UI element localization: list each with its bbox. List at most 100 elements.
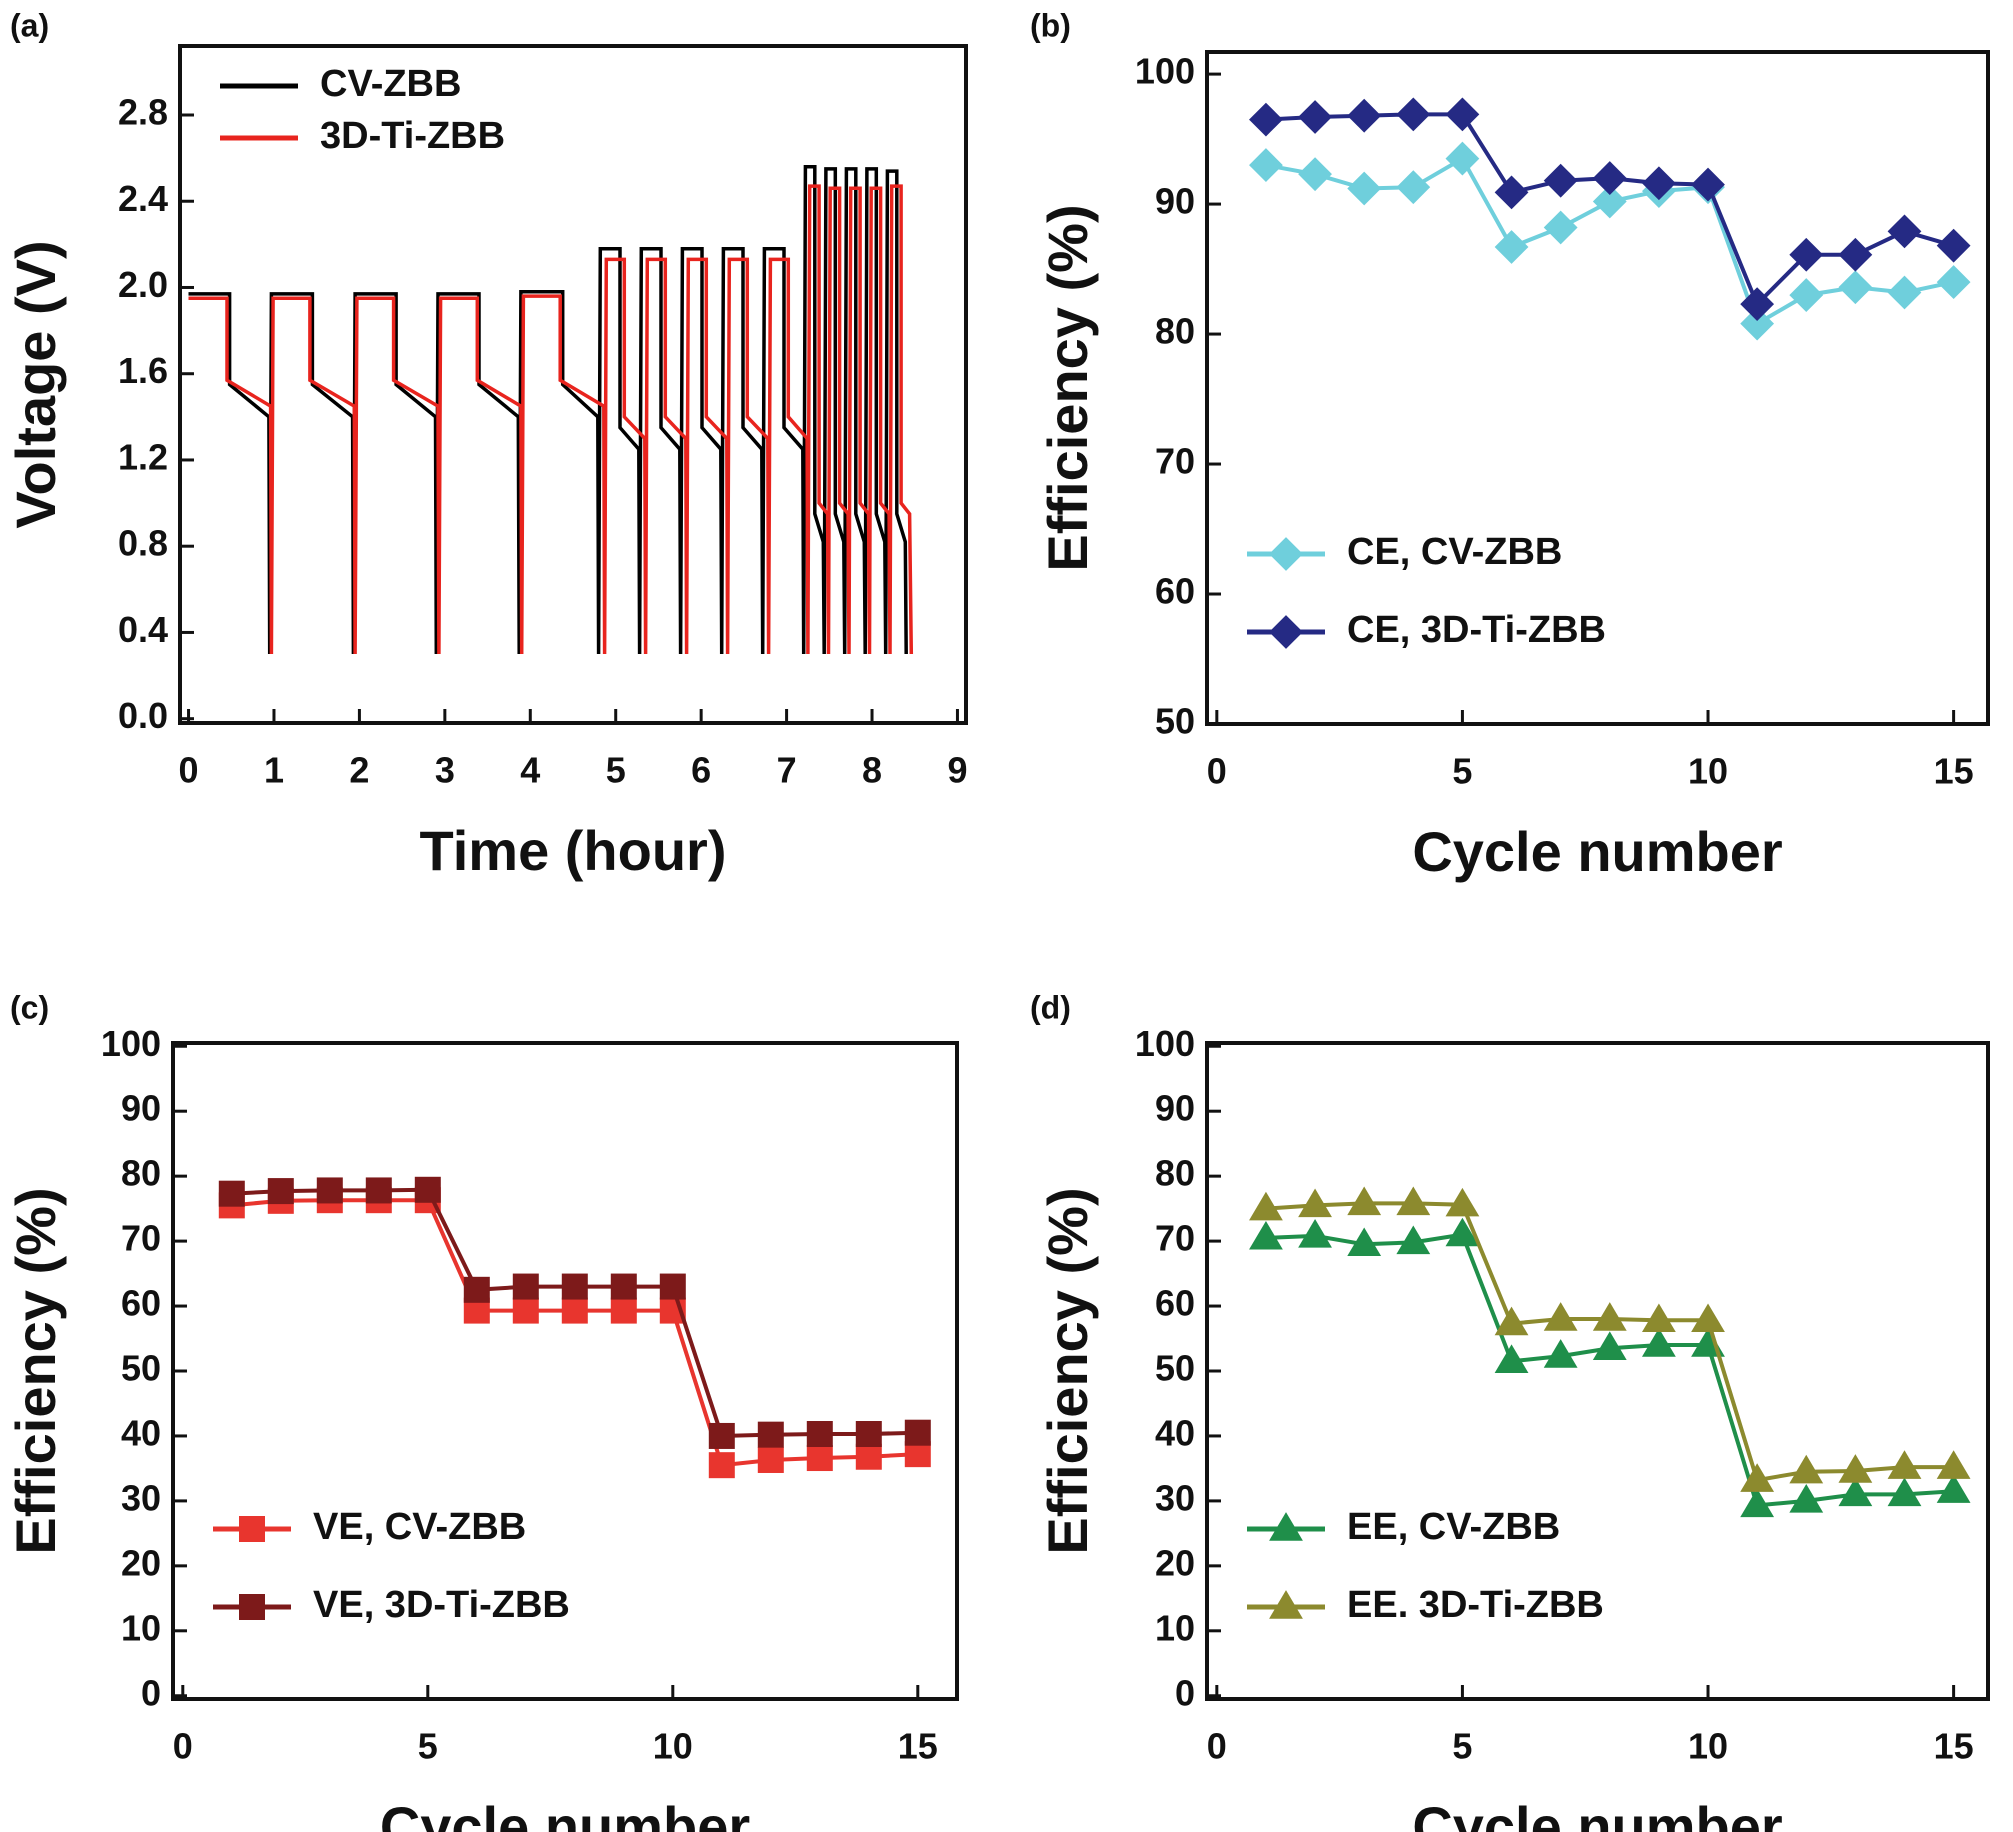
y-tick-label: 70 — [1155, 441, 1195, 482]
x-tick-label: 15 — [1934, 751, 1974, 792]
plot-frame — [1205, 1041, 1990, 1701]
x-tick-label: 10 — [1688, 1726, 1728, 1767]
marker — [1396, 1225, 1431, 1255]
y-tick-label: 0.4 — [118, 609, 168, 650]
x-axis-title: Time (hour) — [420, 819, 727, 882]
y-tick-label: 90 — [121, 1088, 161, 1129]
legend-label: EE, CV-ZBB — [1347, 1506, 1560, 1548]
marker — [1691, 167, 1725, 202]
y-tick-label: 60 — [121, 1283, 161, 1324]
y-tick-label: 80 — [121, 1153, 161, 1194]
marker — [1592, 1302, 1627, 1331]
y-tick-label: 100 — [101, 1023, 161, 1064]
x-tick-label: 5 — [1452, 751, 1472, 792]
marker — [1740, 1488, 1775, 1518]
legend-label: CE, 3D-Ti-ZBB — [1347, 609, 1606, 651]
marker — [1543, 210, 1578, 245]
marker — [1543, 1339, 1578, 1368]
series-line — [188, 164, 908, 655]
y-tick-label: 2.4 — [118, 178, 168, 219]
x-tick-label: 7 — [777, 750, 797, 791]
marker — [1347, 171, 1382, 206]
marker — [904, 1419, 931, 1446]
y-tick-label: 0.0 — [118, 695, 168, 736]
marker — [1641, 1303, 1676, 1333]
marker — [1249, 1220, 1283, 1250]
legend-label: CV-ZBB — [320, 63, 461, 105]
marker — [1641, 1328, 1676, 1357]
marker — [1936, 265, 1971, 299]
y-tick-label: 60 — [1155, 571, 1195, 612]
y-tick-label: 20 — [121, 1542, 161, 1583]
x-tick-label: 4 — [520, 750, 540, 791]
y-axis-title: Efficiency (%) — [1036, 204, 1099, 571]
y-tick-label: 1.6 — [118, 350, 168, 391]
marker — [1641, 166, 1676, 201]
marker — [806, 1421, 833, 1448]
marker — [561, 1273, 588, 1300]
marker — [1936, 1474, 1971, 1503]
y-tick-label: 50 — [121, 1348, 161, 1389]
marker — [239, 1594, 265, 1620]
x-tick-label: 0 — [179, 750, 199, 791]
marker — [365, 1177, 392, 1204]
y-tick-label: 20 — [1155, 1542, 1195, 1583]
plot-frame — [171, 1041, 959, 1701]
marker — [1838, 1477, 1873, 1507]
marker — [1445, 1217, 1480, 1247]
x-axis-title: Cycle number — [380, 1795, 750, 1832]
panel: (b) Cycle number Efficiency (%) 0 5 10 15 50 60 7… — [1030, 7, 1990, 883]
y-tick-label: 0 — [141, 1672, 161, 1713]
marker — [1298, 100, 1332, 134]
y-tick-label: 1.2 — [118, 436, 168, 477]
marker — [1789, 1454, 1824, 1484]
marker — [1887, 214, 1922, 249]
marker — [806, 1445, 833, 1472]
marker — [1269, 1512, 1303, 1541]
panel: (d) Cycle number Efficiency (%) 0 5 10 15 0 10 20… — [1030, 989, 1990, 1832]
marker — [512, 1273, 539, 1300]
y-tick-label: 60 — [1155, 1283, 1195, 1324]
marker — [1494, 175, 1529, 210]
marker — [1298, 1188, 1332, 1218]
y-tick-label: 80 — [1155, 1153, 1195, 1194]
x-tick-label: 0 — [1207, 751, 1227, 792]
panel-label: (a) — [10, 7, 49, 43]
y-tick-label: 30 — [1155, 1477, 1195, 1518]
marker — [1396, 170, 1431, 205]
marker — [1347, 1186, 1382, 1216]
y-tick-label: 70 — [121, 1218, 161, 1259]
y-tick-label: 50 — [1155, 701, 1195, 742]
marker — [1269, 1590, 1303, 1619]
marker — [1249, 1191, 1283, 1221]
legend-label: 3D-Ti-ZBB — [320, 115, 505, 157]
marker — [1740, 287, 1775, 322]
panel-label: (c) — [10, 989, 49, 1025]
x-tick-label: 2 — [349, 750, 369, 791]
y-tick-label: 0.8 — [118, 523, 168, 564]
marker — [1691, 1303, 1725, 1333]
marker — [1494, 230, 1529, 264]
x-tick-label: 1 — [264, 750, 284, 791]
x-tick-label: 5 — [606, 750, 626, 791]
marker — [1592, 161, 1627, 195]
marker — [267, 1178, 294, 1205]
y-tick-label: 90 — [1155, 181, 1195, 222]
panel-label: (b) — [1030, 7, 1071, 43]
marker — [1494, 1344, 1529, 1373]
marker — [1445, 1187, 1480, 1217]
x-tick-label: 15 — [1934, 1726, 1974, 1767]
marker — [1592, 1331, 1627, 1360]
x-tick-label: 10 — [653, 1726, 693, 1767]
marker — [1445, 141, 1480, 176]
legend-label: VE, CV-ZBB — [313, 1506, 526, 1548]
series-line — [188, 184, 914, 655]
panel-label: (d) — [1030, 989, 1071, 1025]
marker — [1249, 102, 1283, 137]
marker — [1396, 97, 1431, 132]
x-tick-label: 0 — [173, 1726, 193, 1767]
y-tick-label: 100 — [1135, 51, 1195, 92]
y-tick-label: 40 — [1155, 1412, 1195, 1453]
y-axis-title: Efficiency (%) — [1036, 1187, 1099, 1554]
x-tick-label: 10 — [1688, 751, 1728, 792]
